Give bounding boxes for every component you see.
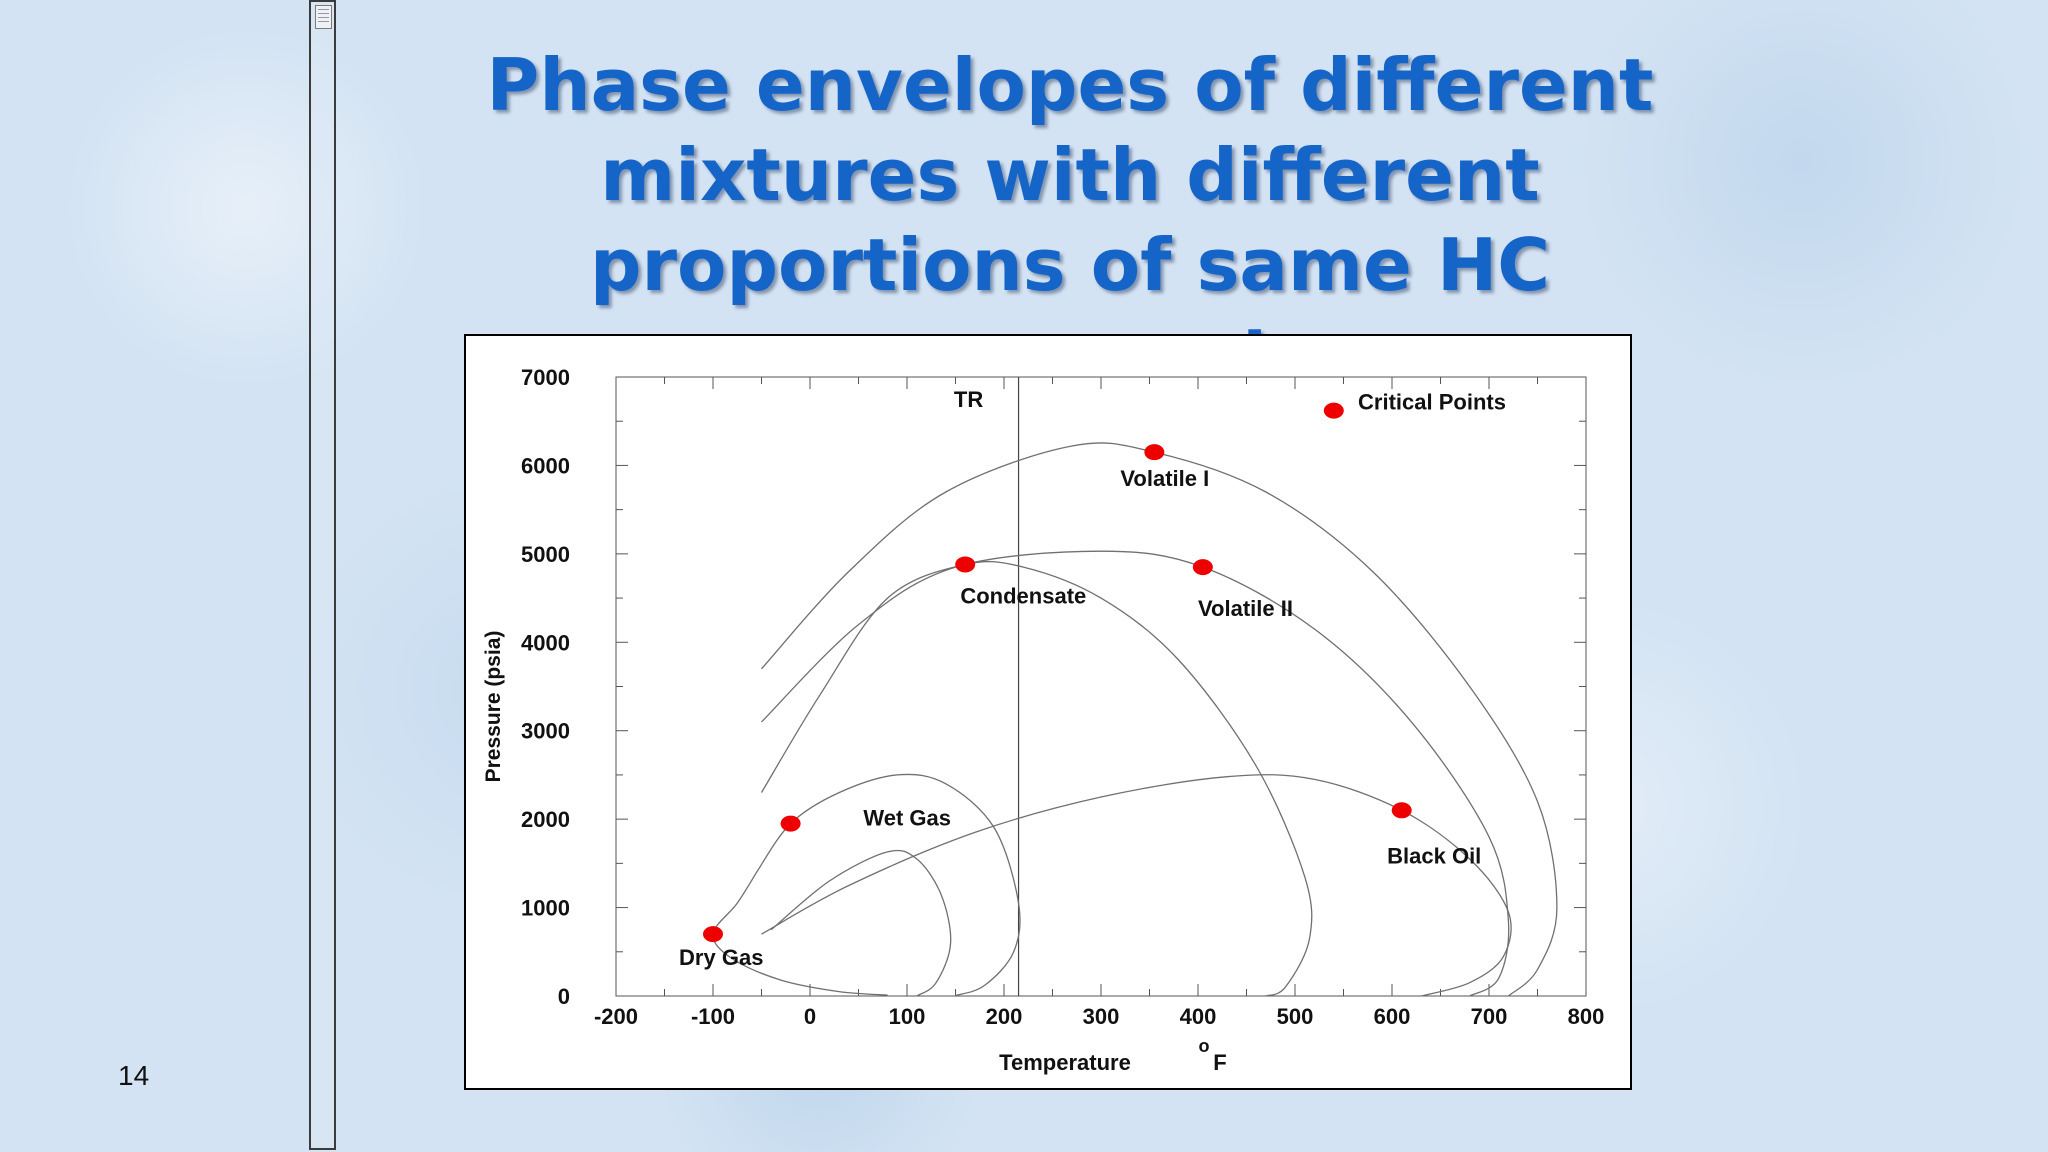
y-tick-label: 0 (558, 984, 570, 1009)
label-dry-gas: Dry Gas (679, 945, 763, 970)
phase-envelope-volatile-ii (761, 550, 1510, 997)
y-tick-label: 4000 (521, 630, 570, 655)
x-tick-label: 100 (889, 1004, 926, 1029)
page-number: 14 (118, 1060, 150, 1091)
chart-svg: 0 1000 2000 3000 4000 5000 6000 7000 -200 -100 0 10… (482, 365, 1605, 1075)
slide-thumbnail[interactable] (315, 5, 332, 29)
y-tick-label: 3000 (521, 719, 570, 744)
y-tick-label: 6000 (521, 453, 570, 478)
x-tick-label: -100 (691, 1004, 735, 1029)
phase-envelope-chart: 0 1000 2000 3000 4000 5000 6000 7000 -200 -100 0 10… (464, 334, 1632, 1090)
critical-point-wet-gas (780, 815, 801, 832)
slide-title: Phase envelopes of different mixtures wi… (486, 43, 1654, 397)
critical-point-black-oil (1391, 802, 1412, 819)
x-tick-label: 300 (1083, 1004, 1120, 1029)
x-tick-label: 700 (1471, 1004, 1508, 1029)
x-tick-label: 400 (1180, 1004, 1217, 1029)
phase-envelope-volatile-i (761, 442, 1558, 997)
y-axis-label: Pressure (psia) (482, 631, 505, 783)
legend-critical-point-marker (1323, 402, 1344, 419)
tr-label: TR (954, 387, 983, 412)
slide-thumbnail-strip[interactable] (309, 0, 336, 1150)
x-axis-label: Temperature (999, 1050, 1131, 1075)
legend-critical-points-label: Critical Points (1358, 390, 1506, 415)
critical-point-dry-gas (703, 926, 723, 943)
critical-point-volatile-ii (1192, 559, 1213, 576)
label-condensate: Condensate (960, 583, 1086, 608)
y-tick-label: 2000 (521, 807, 570, 832)
phase-envelope-wet-gas (756, 773, 1021, 997)
x-axis-unit-superscript: o (1199, 1036, 1210, 1056)
phase-envelope-inner (770, 849, 952, 997)
x-tick-label: 500 (1277, 1004, 1314, 1029)
x-axis-unit: F (1213, 1050, 1226, 1075)
x-tick-label: -200 (594, 1004, 638, 1029)
label-black-oil: Black Oil (1387, 843, 1481, 868)
phase-envelope-dry-gas (712, 871, 888, 996)
y-tick-label: 1000 (521, 896, 570, 921)
phase-envelope-black-oil (761, 774, 1512, 997)
y-tick-label: 7000 (521, 365, 570, 390)
x-tick-label: 0 (804, 1004, 816, 1029)
phase-envelope-condensate (760, 560, 1313, 997)
x-tick-label: 600 (1374, 1004, 1411, 1029)
x-tick-label: 800 (1568, 1004, 1605, 1029)
x-tick-label: 200 (986, 1004, 1023, 1029)
label-volatile-i: Volatile I (1120, 466, 1209, 491)
critical-point-condensate (955, 556, 976, 573)
y-tick-label: 5000 (521, 542, 570, 567)
critical-point-volatile-i (1144, 444, 1165, 461)
plot-area (615, 376, 1587, 997)
label-wet-gas: Wet Gas (863, 805, 951, 830)
label-volatile-ii: Volatile II (1198, 596, 1293, 621)
